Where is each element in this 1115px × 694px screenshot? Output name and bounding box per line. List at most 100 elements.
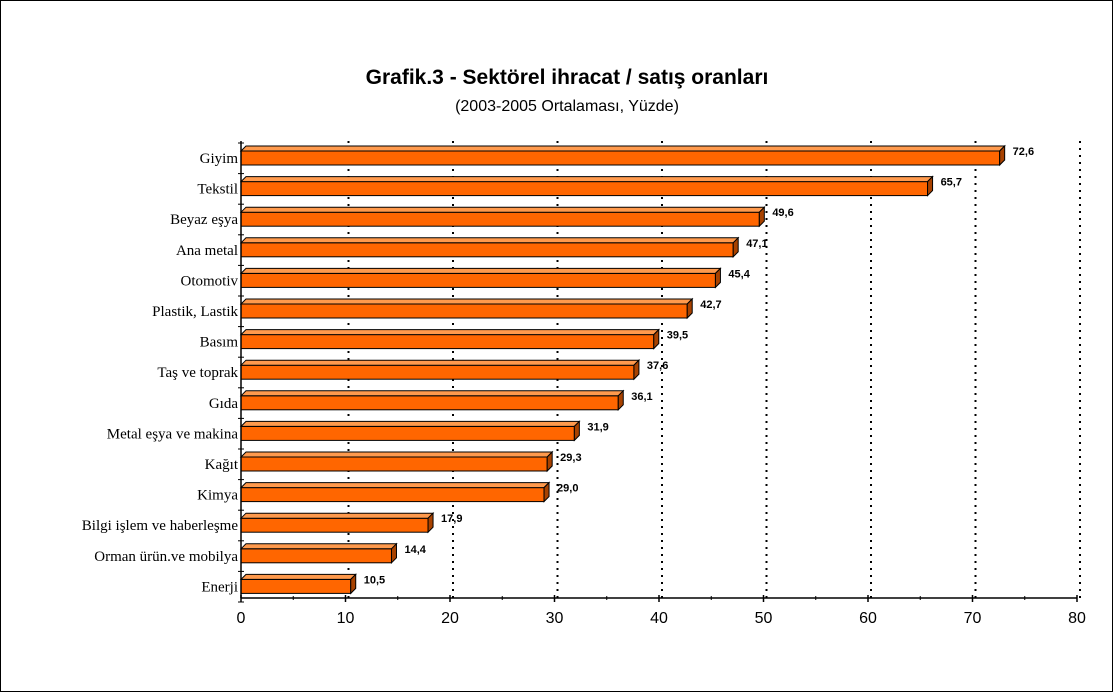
bar (239, 573, 357, 595)
bar (239, 450, 554, 473)
data-label: 72,6 (1013, 146, 1034, 158)
category-label: Bilgi işlem ve haberleşme (82, 518, 239, 534)
x-tick-label: 60 (859, 610, 877, 627)
data-label: 42,7 (700, 299, 721, 311)
category-label: Tekstil (197, 182, 238, 198)
bars (239, 144, 1006, 595)
bar-top (239, 267, 722, 274)
data-label: 17,9 (441, 513, 462, 525)
bar-side (543, 481, 550, 503)
bar-front (240, 578, 352, 594)
bar-top (239, 206, 766, 213)
bar-front (240, 517, 429, 533)
bar-top (239, 482, 551, 489)
bar-front (240, 395, 619, 411)
data-label: 14,4 (404, 544, 426, 556)
bar-top (239, 390, 625, 397)
bar-top (239, 420, 581, 427)
x-tick-label: 70 (964, 610, 982, 627)
bar (239, 267, 722, 289)
data-label: 39,5 (667, 330, 688, 342)
bar-front (240, 425, 575, 441)
bar-top (239, 237, 740, 244)
bar-front (240, 548, 392, 564)
category-label: Basım (200, 335, 239, 351)
bar-side (686, 297, 693, 320)
category-label: Orman ürün.ve mobilya (94, 549, 238, 565)
category-label: Gıda (209, 396, 239, 412)
bar-side (573, 420, 580, 442)
bar-top (239, 573, 357, 580)
bar-front (240, 364, 635, 380)
category-label: Ana metal (176, 243, 238, 259)
bar (239, 542, 398, 565)
x-tick-label: 20 (441, 610, 459, 627)
bar-side (653, 328, 660, 350)
axes (238, 141, 1078, 603)
chart-title: Grafik.3 - Sektörel ihracat / satış oran… (366, 66, 769, 89)
bar-side (927, 175, 934, 197)
bar-top (239, 543, 398, 550)
bar-front (240, 272, 716, 288)
data-label: 45,4 (728, 268, 750, 280)
bar-side (999, 144, 1006, 167)
bar-front (240, 456, 548, 472)
bar-side (714, 267, 721, 289)
bar-front (240, 334, 655, 350)
labels: 72,6 Giyim 65,7 Tekstil 49,6 Beyaz eşya 47,1 An… (82, 146, 1086, 627)
bar-top (239, 329, 660, 336)
bar (239, 328, 660, 350)
bar (239, 420, 581, 442)
bar-side (546, 450, 553, 473)
bar-front (240, 487, 545, 503)
category-label: Beyaz eşya (170, 212, 238, 228)
data-label: 36,1 (631, 391, 652, 403)
category-label: Kağıt (205, 457, 239, 473)
data-label: 47,1 (746, 238, 767, 250)
bar-front (240, 150, 1001, 166)
x-tick-label: 50 (755, 610, 773, 627)
bar-side (633, 358, 640, 381)
bar-front (240, 303, 688, 319)
bar-top (239, 359, 641, 366)
category-label: Kimya (197, 488, 238, 504)
category-label: Giyim (200, 151, 239, 167)
bar (239, 481, 551, 503)
data-label: 29,3 (560, 452, 581, 464)
bar-front (240, 181, 929, 197)
category-label: Metal eşya ve makina (107, 426, 239, 442)
data-label: 31,9 (587, 421, 608, 433)
bar (239, 236, 740, 259)
data-label: 49,6 (772, 207, 793, 219)
x-tick-label: 30 (546, 610, 564, 627)
bar-side (732, 236, 739, 259)
bar-top (239, 176, 934, 183)
bar-top (239, 451, 554, 458)
bar-top (239, 298, 694, 305)
data-label: 37,6 (647, 360, 668, 372)
bar (239, 358, 641, 381)
bar-front (240, 242, 734, 258)
bar (239, 389, 625, 412)
bar-front (240, 211, 760, 227)
data-label: 29,0 (557, 483, 578, 495)
chart-subtitle: (2003-2005 Ortalaması, Yüzde) (455, 98, 679, 115)
bar-side (758, 205, 765, 228)
bar (239, 144, 1006, 167)
data-label: 10,5 (364, 574, 385, 586)
bar (239, 297, 694, 320)
data-label: 65,7 (941, 177, 962, 189)
x-tick-label: 10 (337, 610, 355, 627)
category-label: Taş ve toprak (157, 365, 238, 381)
bar-side (427, 511, 434, 534)
bar (239, 205, 766, 228)
x-tick-label: 80 (1068, 610, 1086, 627)
x-tick-label: 0 (237, 610, 246, 627)
bar (239, 175, 934, 197)
bar-top (239, 145, 1006, 152)
bar-top (239, 512, 435, 519)
x-tick-label: 40 (650, 610, 668, 627)
category-label: Otomotiv (180, 273, 238, 289)
